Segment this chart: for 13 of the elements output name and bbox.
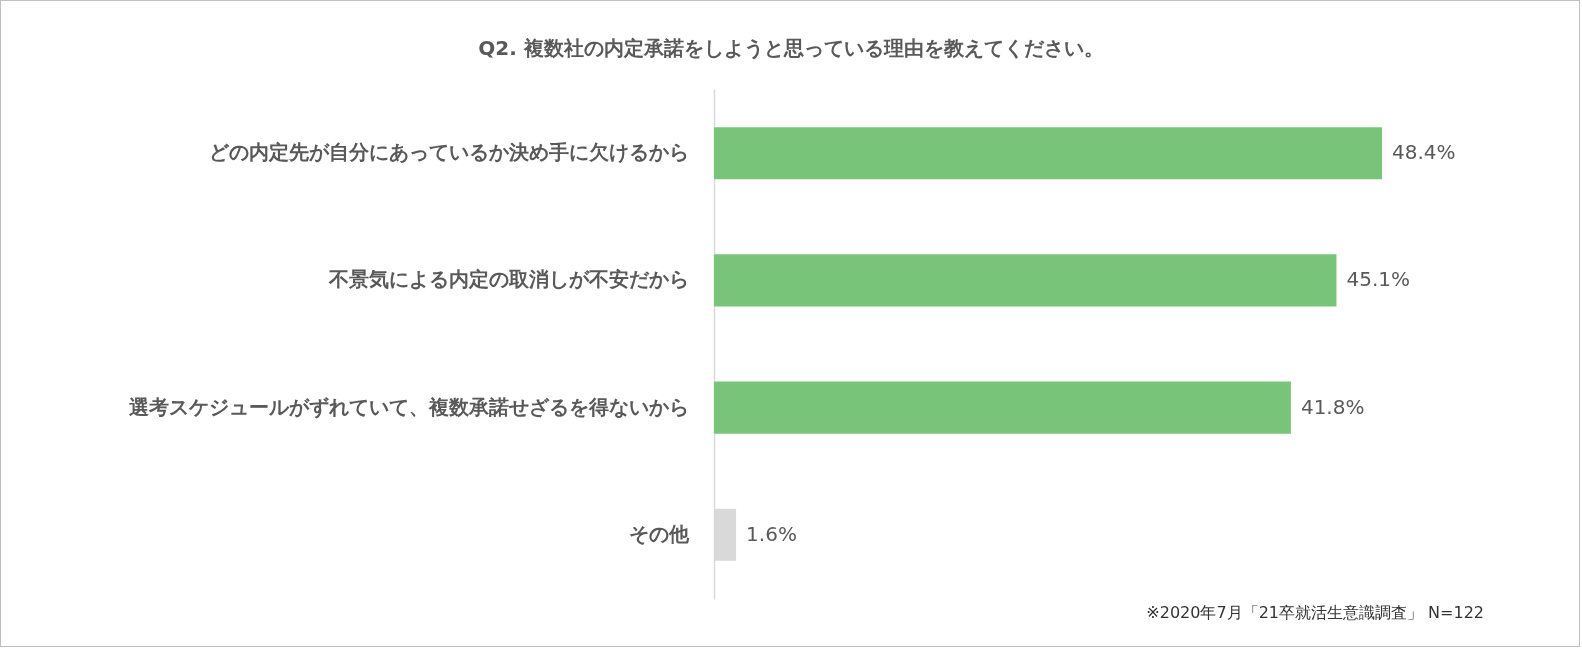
bar xyxy=(714,127,1382,180)
data-label: 48.4% xyxy=(1392,140,1456,165)
data-label: 1.6% xyxy=(746,521,797,546)
bar xyxy=(714,254,1337,307)
y-tick-label: その他 xyxy=(628,521,690,546)
y-tick-label: どの内定先が自分にあっているか決め手に欠けるから xyxy=(208,140,689,165)
y-tick-label: 選考スケジュールがずれていて、複数承諾せざるを得ないから xyxy=(128,394,689,419)
y-tick-label: 不景気による内定の取消しが不安だから xyxy=(327,267,689,292)
data-label: 45.1% xyxy=(1346,267,1410,292)
chart-title: Q2. 複数社の内定承諾をしようと思っている理由を教えてください。 xyxy=(478,36,1104,60)
data-label: 41.8% xyxy=(1300,394,1365,419)
text: ※2020年7月「21卒就活生意識調査」 N=122 xyxy=(1146,603,1484,622)
bar xyxy=(714,381,1291,434)
